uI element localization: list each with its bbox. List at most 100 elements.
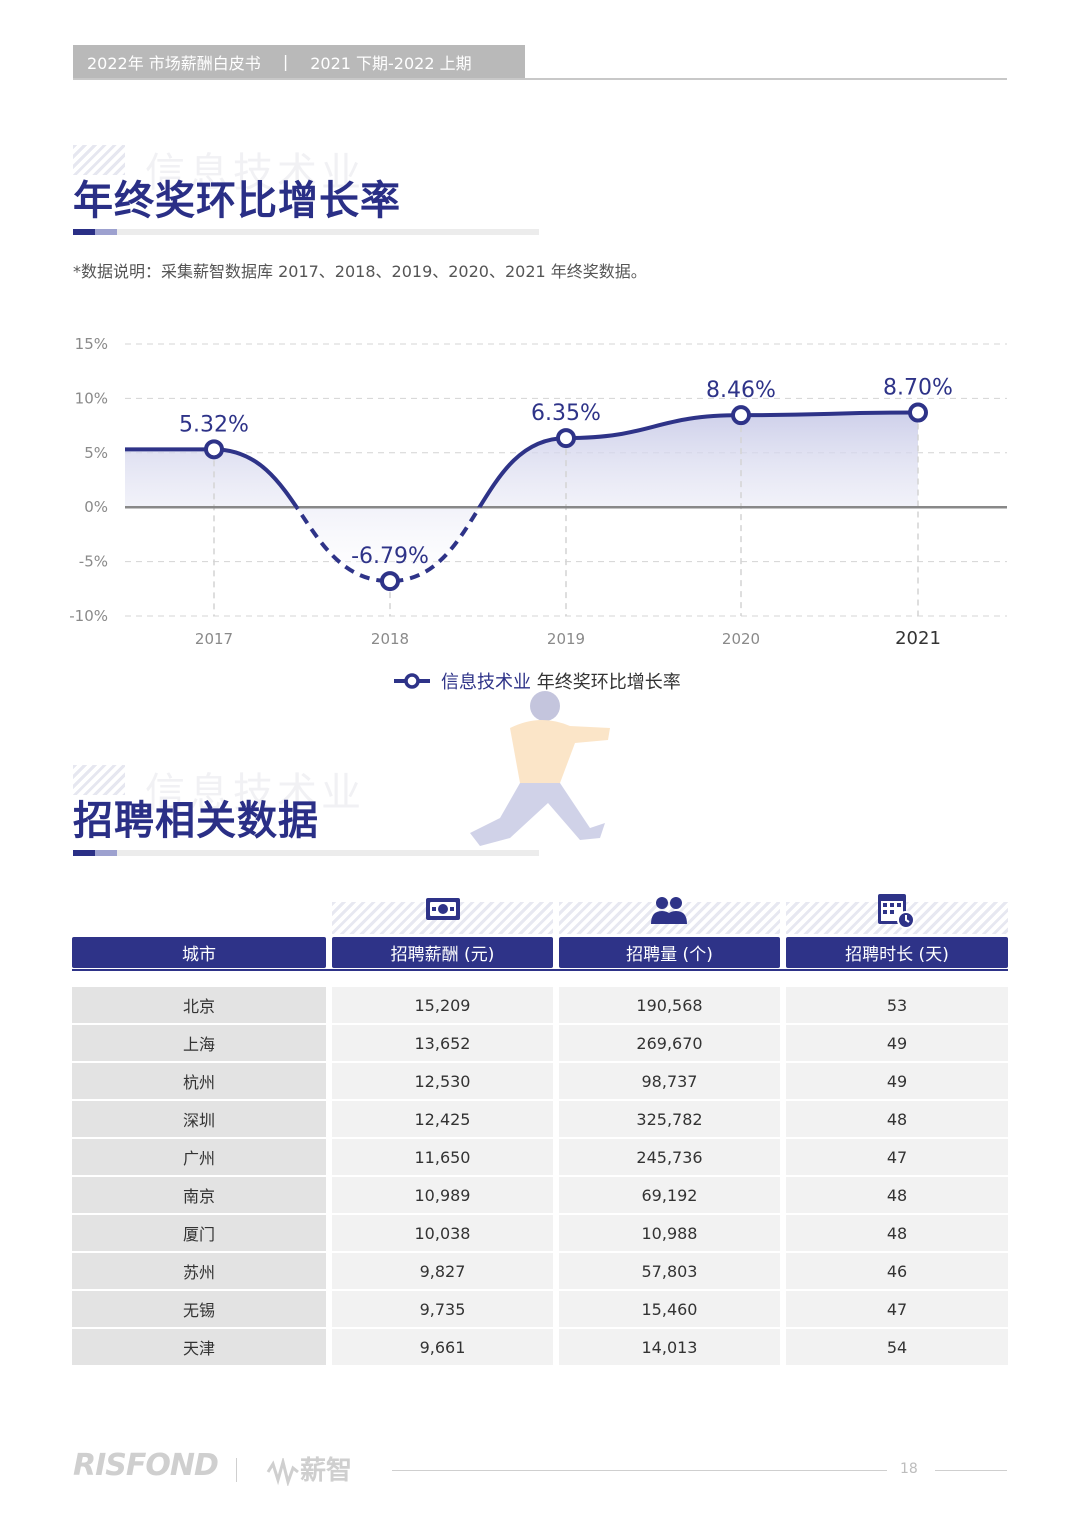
data-point xyxy=(908,402,928,423)
legend-label-rest: 年终奖环比增长率 xyxy=(531,672,681,693)
duration-cell: 53 xyxy=(786,987,1008,1023)
data-label: 8.46% xyxy=(706,378,776,403)
column-header-salary: 招聘薪酬 (元) xyxy=(332,937,553,968)
city-cell: 杭州 xyxy=(72,1063,326,1099)
footer-separator xyxy=(236,1458,237,1482)
volume-cell: 245,736 xyxy=(559,1139,780,1175)
calendar-clock-icon xyxy=(878,894,915,929)
volume-cell: 325,782 xyxy=(559,1101,780,1137)
data-point xyxy=(380,571,400,592)
area-fill xyxy=(125,412,918,582)
table-row: 上海 13,652 269,670 49 xyxy=(72,1025,1008,1061)
section-hatch-decoration xyxy=(73,765,125,795)
y-tick-label: 15% xyxy=(75,335,108,353)
column-header-duration: 招聘时长 (天) xyxy=(786,937,1008,968)
column-header-volume: 招聘量 (个) xyxy=(559,937,780,968)
y-tick-label: -5% xyxy=(79,553,108,571)
legend-marker xyxy=(404,673,420,689)
city-cell: 广州 xyxy=(72,1139,326,1175)
duration-cell: 49 xyxy=(786,1063,1008,1099)
table-row: 南京 10,989 69,192 48 xyxy=(72,1177,1008,1213)
y-tick-label: -10% xyxy=(69,607,108,625)
salary-cell: 11,650 xyxy=(332,1139,553,1175)
volume-cell: 15,460 xyxy=(559,1291,780,1327)
volume-cell: 269,670 xyxy=(559,1025,780,1061)
column-header-city: 城市 xyxy=(72,937,326,968)
bonus-growth-line-chart: 15% 10% 5% 0% -5% -10% 5.32% -6.79% 6.35% 8.46% 8.… xyxy=(69,335,1007,693)
x-tick-label: 2021 xyxy=(895,628,941,649)
city-cell: 天津 xyxy=(72,1329,326,1365)
table-row: 广州 11,650 245,736 47 xyxy=(72,1139,1008,1175)
table-row: 深圳 12,425 325,782 48 xyxy=(72,1101,1008,1137)
data-point xyxy=(204,439,224,460)
duration-cell: 49 xyxy=(786,1025,1008,1061)
volume-cell: 190,568 xyxy=(559,987,780,1023)
footer-rule-left xyxy=(392,1470,887,1471)
section-title-bonus-growth: 年终奖环比增长率 xyxy=(73,178,401,224)
salary-cell: 9,735 xyxy=(332,1291,553,1327)
city-cell: 无锡 xyxy=(72,1291,326,1327)
report-header-bar: 2022年 市场薪酬白皮书 | 2021 下期-2022 上期 xyxy=(73,45,525,78)
risfond-logo: RISFOND xyxy=(73,1448,219,1483)
city-cell: 深圳 xyxy=(72,1101,326,1137)
table-row: 北京 15,209 190,568 53 xyxy=(72,987,1008,1023)
section-hatch-decoration xyxy=(73,145,125,175)
table-row: 苏州 9,827 57,803 46 xyxy=(72,1253,1008,1289)
table-row: 杭州 12,530 98,737 49 xyxy=(72,1063,1008,1099)
duration-cell: 48 xyxy=(786,1101,1008,1137)
header-rule xyxy=(72,969,1008,971)
data-point xyxy=(556,428,576,449)
y-tick-label: 5% xyxy=(84,444,108,462)
salary-cell: 12,530 xyxy=(332,1063,553,1099)
data-note: *数据说明：采集薪智数据库 2017、2018、2019、2020、2021 年… xyxy=(73,262,647,281)
salary-cell: 12,425 xyxy=(332,1101,553,1137)
x-tick-label: 2018 xyxy=(371,630,409,648)
x-tick-label: 2019 xyxy=(547,630,585,648)
city-cell: 北京 xyxy=(72,987,326,1023)
volume-cell: 98,737 xyxy=(559,1063,780,1099)
x-tick-label: 2020 xyxy=(722,630,760,648)
city-cell: 南京 xyxy=(72,1177,326,1213)
duration-cell: 54 xyxy=(786,1329,1008,1365)
salary-cell: 9,827 xyxy=(332,1253,553,1289)
data-label: -6.79% xyxy=(351,544,429,569)
people-icon xyxy=(651,897,687,924)
duration-cell: 48 xyxy=(786,1215,1008,1251)
mascot-illustration xyxy=(470,691,610,846)
volume-cell: 69,192 xyxy=(559,1177,780,1213)
header-rule xyxy=(73,78,1007,80)
salary-cell: 10,989 xyxy=(332,1177,553,1213)
volume-cell: 10,988 xyxy=(559,1215,780,1251)
section-ghost-label: 信息技术业 xyxy=(145,150,365,196)
duration-cell: 47 xyxy=(786,1291,1008,1327)
salary-cell: 13,652 xyxy=(332,1025,553,1061)
section-underline xyxy=(73,850,539,856)
duration-cell: 47 xyxy=(786,1139,1008,1175)
salary-cell: 9,661 xyxy=(332,1329,553,1365)
page-number: 18 xyxy=(900,1461,918,1477)
section-ghost-label: 信息技术业 xyxy=(145,770,365,816)
table-row: 天津 9,661 14,013 54 xyxy=(72,1329,1008,1365)
data-label: 8.70% xyxy=(883,376,953,401)
xinzhi-logo: 薪智 xyxy=(266,1450,352,1487)
x-tick-label: 2017 xyxy=(195,630,233,648)
city-cell: 厦门 xyxy=(72,1215,326,1251)
table-row: 无锡 9,735 15,460 47 xyxy=(72,1291,1008,1327)
report-title: 2022年 市场薪酬白皮书 xyxy=(87,53,261,73)
volume-cell: 14,013 xyxy=(559,1329,780,1365)
duration-cell: 46 xyxy=(786,1253,1008,1289)
duration-cell: 48 xyxy=(786,1177,1008,1213)
data-label: 5.32% xyxy=(179,412,249,437)
legend-label: 信息技术业 年终奖环比增长率 xyxy=(441,672,681,693)
city-cell: 苏州 xyxy=(72,1253,326,1289)
header-separator: | xyxy=(282,52,289,71)
data-point xyxy=(731,405,751,426)
xinzhi-wave-icon xyxy=(266,1455,299,1487)
salary-cell: 15,209 xyxy=(332,987,553,1023)
data-label: 6.35% xyxy=(531,401,601,426)
table-row: 厦门 10,038 10,988 48 xyxy=(72,1215,1008,1251)
legend-label-name: 信息技术业 xyxy=(441,672,531,693)
section-underline xyxy=(73,229,539,235)
series-line xyxy=(125,410,919,508)
salary-cell: 10,038 xyxy=(332,1215,553,1251)
